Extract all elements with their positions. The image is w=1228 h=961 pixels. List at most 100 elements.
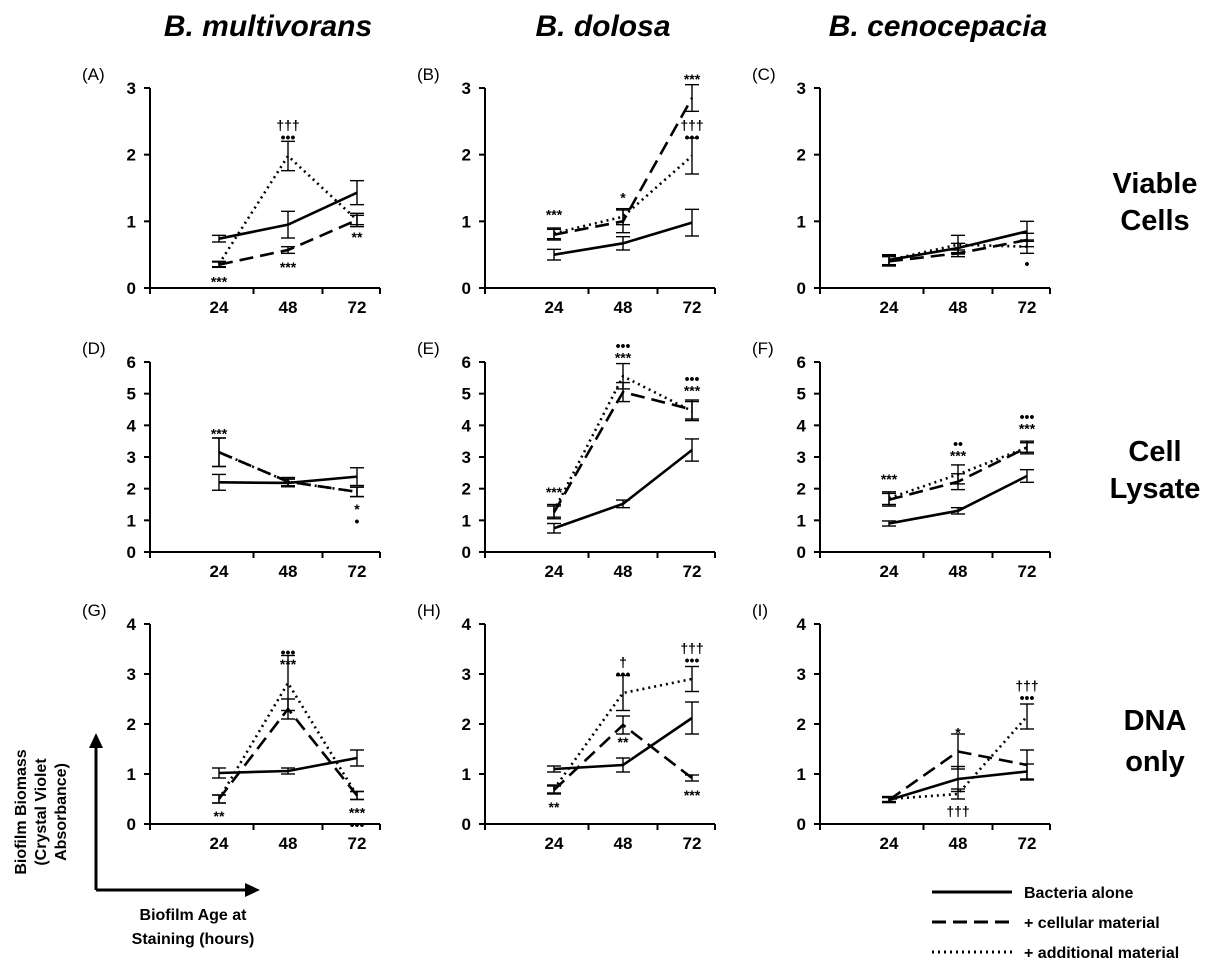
series-line-additional-material bbox=[217, 680, 359, 800]
y-tick-label: 3 bbox=[462, 448, 471, 467]
significance-marker: *** bbox=[684, 787, 701, 803]
x-tick-label: 72 bbox=[683, 834, 702, 853]
row-label-dna-line1: DNA bbox=[1124, 705, 1187, 737]
y-tick-label: 3 bbox=[797, 448, 806, 467]
x-tick-label: 72 bbox=[348, 562, 367, 581]
x-tick-label: 24 bbox=[545, 562, 564, 581]
series-line-cellular-material bbox=[217, 706, 359, 800]
x-tick-label: 72 bbox=[1018, 834, 1037, 853]
x-tick-label: 72 bbox=[1018, 562, 1037, 581]
y-tick-label: 5 bbox=[797, 385, 806, 404]
y-tick-label: 3 bbox=[127, 79, 136, 98]
x-tick-label: 24 bbox=[210, 298, 229, 317]
legend-label-bacteria-alone: Bacteria alone bbox=[1024, 885, 1133, 902]
y-tick-label: 2 bbox=[797, 146, 806, 165]
x-tick-label: 48 bbox=[279, 562, 298, 581]
y-tick-label: 2 bbox=[127, 146, 136, 165]
y-tick-label: 3 bbox=[127, 448, 136, 467]
significance-marker: *** bbox=[1019, 421, 1036, 437]
y-tick-label: 3 bbox=[462, 79, 471, 98]
y-tick-label: 6 bbox=[462, 353, 471, 372]
y-tick-label: 1 bbox=[797, 511, 806, 530]
y-tick-label: 6 bbox=[797, 353, 806, 372]
y-tick-label: 1 bbox=[127, 212, 136, 231]
x-tick-label: 24 bbox=[880, 834, 899, 853]
legend: Bacteria alone + cellular material + add… bbox=[932, 885, 1179, 961]
guide-y-label-line3: Absorbance) bbox=[53, 763, 70, 861]
significance-marker: * bbox=[955, 725, 961, 741]
column-title-multivorans: B. multivorans bbox=[164, 10, 372, 43]
significance-marker: *** bbox=[684, 383, 701, 399]
series-line-additional-material bbox=[217, 153, 358, 265]
y-tick-label: 1 bbox=[462, 212, 471, 231]
y-tick-label: 2 bbox=[127, 480, 136, 499]
significance-marker: ••• bbox=[616, 337, 631, 353]
y-tick-label: 2 bbox=[127, 715, 136, 734]
significance-marker: ••• bbox=[350, 817, 365, 833]
panel-letter-e: (E) bbox=[417, 339, 440, 358]
y-tick-label: 1 bbox=[797, 212, 806, 231]
guide-x-label-line1: Biofilm Age at bbox=[140, 907, 248, 924]
series-line-bacteria-alone bbox=[553, 449, 693, 530]
significance-marker: *** bbox=[684, 71, 701, 87]
significance-marker: ††† bbox=[946, 803, 969, 819]
significance-marker: *** bbox=[349, 805, 366, 821]
x-tick-label: 24 bbox=[210, 562, 229, 581]
panel-letter-i: (I) bbox=[752, 601, 768, 620]
column-title-dolosa: B. dolosa bbox=[535, 10, 670, 43]
y-tick-label: 5 bbox=[127, 385, 136, 404]
column-titles: B. multivorans B. dolosa B. cenocepacia bbox=[164, 10, 1047, 43]
significance-marker: *** bbox=[211, 425, 228, 441]
significance-marker: * bbox=[354, 501, 360, 517]
panel-letter-f: (F) bbox=[752, 339, 774, 358]
row-label-dna-line2: only bbox=[1125, 746, 1185, 778]
x-tick-label: 48 bbox=[949, 298, 968, 317]
y-tick-label: 0 bbox=[127, 543, 136, 562]
guide-x-arrowhead bbox=[245, 883, 260, 897]
row-label-viable-line1: Viable bbox=[1113, 168, 1198, 200]
significance-marker: ** bbox=[549, 799, 560, 815]
y-tick-label: 4 bbox=[462, 615, 472, 634]
x-tick-label: 48 bbox=[614, 834, 633, 853]
y-tick-label: 1 bbox=[797, 765, 806, 784]
significance-marker: ••• bbox=[1020, 409, 1035, 425]
significance-marker: *** bbox=[211, 274, 228, 290]
row-labels: Viable Cells Cell Lysate DNA only bbox=[1110, 168, 1201, 778]
y-tick-label: 2 bbox=[797, 480, 806, 499]
x-tick-label: 72 bbox=[348, 298, 367, 317]
y-tick-label: 0 bbox=[462, 815, 471, 834]
x-tick-label: 48 bbox=[614, 562, 633, 581]
y-tick-label: 2 bbox=[797, 715, 806, 734]
guide-y-arrowhead bbox=[89, 733, 103, 748]
y-tick-label: 1 bbox=[127, 765, 136, 784]
y-tick-label: 4 bbox=[462, 416, 472, 435]
legend-label-cellular-material: + cellular material bbox=[1024, 915, 1160, 932]
significance-marker: ††† bbox=[1015, 678, 1038, 694]
y-tick-label: 0 bbox=[127, 279, 136, 298]
significance-marker: ••• bbox=[281, 644, 296, 660]
y-tick-label: 3 bbox=[462, 665, 471, 684]
x-tick-label: 72 bbox=[683, 298, 702, 317]
y-tick-label: 1 bbox=[462, 511, 471, 530]
series-line-cellular-material bbox=[552, 390, 693, 514]
panel-letter-h: (H) bbox=[417, 601, 441, 620]
significance-marker: *** bbox=[950, 447, 967, 463]
x-tick-label: 24 bbox=[210, 834, 229, 853]
significance-marker: ••• bbox=[616, 666, 631, 682]
guide-y-label-line2: (Crystal Violet bbox=[33, 758, 50, 866]
series-line-additional-material bbox=[553, 155, 693, 235]
y-tick-label: 4 bbox=[797, 416, 807, 435]
panel-letter-c: (C) bbox=[752, 65, 776, 84]
y-tick-label: 0 bbox=[797, 815, 806, 834]
significance-marker: ••• bbox=[281, 129, 296, 145]
significance-marker: •• bbox=[953, 435, 963, 451]
x-tick-label: 48 bbox=[279, 298, 298, 317]
significance-marker: ††† bbox=[680, 117, 703, 133]
